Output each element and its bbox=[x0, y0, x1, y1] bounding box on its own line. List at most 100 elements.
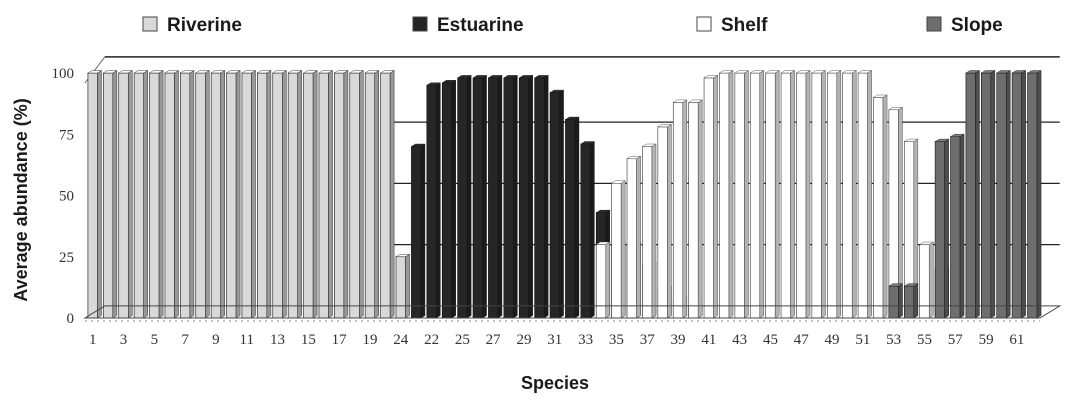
x-tick-label-15: 15 bbox=[301, 332, 316, 348]
legend-swatch-slope bbox=[926, 16, 942, 32]
x-axis-ticks: 1 3 5 7 9 11 13 15 17 19 24 22 25 27 29 31 33 35 37 39 41 43 4… bbox=[89, 332, 1024, 348]
bar-front bbox=[118, 72, 129, 319]
x-tick-label-5: 5 bbox=[151, 332, 159, 348]
bar-side bbox=[759, 70, 765, 319]
legend-label-slope: Slope bbox=[951, 15, 1003, 36]
x-tick-label-3: 3 bbox=[120, 332, 128, 348]
bar-slope-61 bbox=[1011, 70, 1027, 319]
bar-front bbox=[996, 72, 1007, 319]
bar-top bbox=[610, 180, 626, 184]
bar-top bbox=[503, 75, 519, 79]
bar-side bbox=[436, 82, 441, 319]
bar-estuarine-28 bbox=[503, 75, 519, 319]
bar-side bbox=[1021, 70, 1026, 319]
bar-front bbox=[826, 72, 838, 319]
bar-top bbox=[795, 70, 811, 74]
bar-side bbox=[867, 70, 872, 319]
bar-side bbox=[282, 70, 287, 319]
bar-side bbox=[559, 89, 564, 319]
x-tick-label-13: 13 bbox=[270, 332, 285, 348]
x-tick-label-7: 7 bbox=[181, 332, 189, 348]
bar-top bbox=[272, 70, 288, 74]
bar-top bbox=[410, 143, 426, 147]
bar-front bbox=[688, 102, 699, 319]
bar-front bbox=[811, 72, 822, 319]
bar-side bbox=[667, 124, 672, 319]
bar-estuarine-21 bbox=[410, 143, 426, 319]
bar-front bbox=[411, 146, 422, 319]
bar-top bbox=[195, 70, 210, 74]
bar-riverine-19 bbox=[364, 70, 380, 319]
bar-side bbox=[328, 70, 333, 319]
bar-front bbox=[580, 143, 591, 319]
bar-riverine-20 bbox=[379, 70, 395, 319]
legend-label-shelf: Shelf bbox=[721, 15, 768, 36]
bar-front bbox=[765, 72, 776, 319]
bar-riverine-2 bbox=[102, 70, 118, 319]
bar-side bbox=[944, 138, 949, 319]
bar-riverine-24 bbox=[395, 253, 411, 319]
bar-side bbox=[359, 70, 364, 319]
bar-side bbox=[235, 70, 241, 319]
bar-side bbox=[574, 116, 580, 319]
bar-slope-57 bbox=[949, 133, 965, 319]
bar-side bbox=[882, 94, 888, 319]
bar-top bbox=[949, 133, 965, 137]
legend: Riverine Estuarine Shelf Slope bbox=[142, 15, 1003, 36]
bar-top bbox=[118, 70, 133, 74]
x-tick-label-53: 53 bbox=[886, 332, 901, 348]
bar-top bbox=[441, 80, 457, 84]
bar-top bbox=[903, 283, 919, 287]
bar-front bbox=[503, 77, 514, 319]
bar-top bbox=[518, 75, 534, 79]
bar-front bbox=[318, 72, 329, 319]
x-tick-label-33: 33 bbox=[578, 332, 593, 348]
x-tick-label-25: 25 bbox=[455, 332, 470, 348]
x-axis-title: Species bbox=[521, 373, 589, 393]
bar-riverine-17 bbox=[333, 70, 349, 319]
x-tick-label-43: 43 bbox=[732, 332, 747, 348]
bar-front bbox=[287, 72, 299, 319]
bar-shelf-35 bbox=[610, 180, 626, 319]
bar-top bbox=[626, 156, 642, 159]
bar-side bbox=[128, 70, 133, 319]
bar-front bbox=[272, 72, 283, 319]
bar-shelf-40 bbox=[687, 99, 703, 319]
bar-side bbox=[898, 283, 903, 319]
bar-estuarine-27 bbox=[487, 75, 503, 319]
bar-side bbox=[1036, 70, 1042, 319]
bar-side bbox=[466, 75, 472, 319]
bar-shelf-52 bbox=[872, 94, 888, 319]
bar-front bbox=[87, 72, 98, 319]
bar-shelf-37 bbox=[641, 143, 657, 319]
bar-top bbox=[302, 70, 318, 74]
y-tick-label-25: 25 bbox=[59, 250, 74, 266]
x-tick-label-45: 45 bbox=[763, 332, 778, 348]
bar-estuarine-31 bbox=[549, 89, 565, 319]
bar-riverine-5 bbox=[148, 70, 164, 319]
y-axis-title: Average abundance (%) bbox=[11, 98, 31, 301]
bar-side bbox=[698, 99, 703, 319]
bar-front bbox=[488, 77, 499, 319]
x-tick-label-29: 29 bbox=[516, 332, 531, 348]
bar-top bbox=[1011, 70, 1027, 74]
bar-front bbox=[103, 72, 114, 319]
bar-side bbox=[112, 70, 118, 319]
bar-front bbox=[180, 72, 191, 319]
bar-side bbox=[713, 75, 718, 319]
y-tick-label-75: 75 bbox=[59, 127, 74, 143]
bar-front bbox=[749, 72, 761, 319]
bar-front bbox=[780, 72, 791, 319]
bar-shelf-53 bbox=[888, 106, 904, 319]
bar-front bbox=[565, 119, 576, 319]
bar-top bbox=[703, 75, 719, 79]
bar-estuarine-25 bbox=[456, 75, 472, 319]
bar-shelf-55 bbox=[919, 241, 934, 319]
bar-front bbox=[549, 92, 560, 319]
bar-top bbox=[595, 241, 611, 245]
bar-slope-60 bbox=[996, 70, 1011, 319]
bar-shelf-34 bbox=[595, 241, 611, 319]
bar-front bbox=[703, 77, 714, 319]
bar-side bbox=[682, 99, 687, 319]
